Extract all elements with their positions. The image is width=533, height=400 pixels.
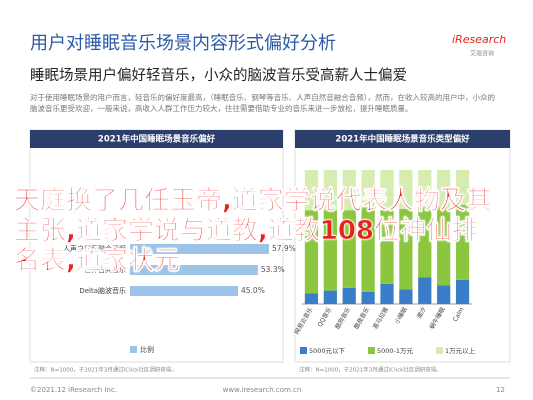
site: www.iresearch.com.cn <box>223 386 302 394</box>
bar-segment <box>304 210 319 294</box>
bar-segment <box>380 210 394 284</box>
bar-segment <box>361 291 375 304</box>
bar <box>130 244 269 254</box>
paragraph: 对于使用睡眠场景的用户而言，轻音乐的偏好度最高，（睡眠音乐、钢琴等音乐、人声自然… <box>30 93 495 113</box>
bar-segment <box>455 170 470 205</box>
bar-segment <box>304 293 319 304</box>
bar-segment <box>323 290 337 304</box>
bar-segment <box>342 170 356 211</box>
bar-segment <box>437 207 451 286</box>
bar-segment <box>304 170 319 211</box>
bar-segment <box>455 279 470 304</box>
bar-segment <box>418 207 432 278</box>
bar-segment <box>437 285 451 304</box>
bar-segment <box>399 208 413 290</box>
category-label: 人声自然音融合音频 <box>63 244 126 253</box>
bar-segment <box>380 283 394 304</box>
copyright: ©2021.12 iResearch Inc. <box>30 386 117 394</box>
bar-segment <box>323 170 337 211</box>
bar-segment <box>399 289 413 304</box>
bar-segment <box>323 210 337 291</box>
bar <box>130 265 258 275</box>
title: 用户对睡眠音乐场景内容形式偏好分析 <box>30 33 336 54</box>
legend-label: 1万元以上 <box>445 346 476 355</box>
subtitle: 睡眠场景用户偏好轻音乐，小众的脑波音乐受高薪人士偏爱 <box>30 67 407 84</box>
overlay-title: 天庭换了几任玉帝,道家学说代表人物及其主张,道家学说与道教,道教108位神仙排名… <box>14 186 492 277</box>
chart-title: 2021年中国睡眠场景音乐类型偏好 <box>335 134 470 145</box>
legend-label: 5000元以下 <box>309 347 346 355</box>
bar-segment <box>418 277 432 304</box>
legend-swatch <box>300 347 307 354</box>
category-label: 世界古典音乐 <box>84 265 126 274</box>
logo: iResearch <box>452 33 506 46</box>
legend-label: 比例 <box>140 345 154 354</box>
value-label: 57.9% <box>272 244 296 253</box>
bar-segment <box>342 210 356 288</box>
value-label: 53.3% <box>261 265 285 274</box>
bar-segment <box>361 170 375 208</box>
legend-swatch <box>130 346 137 353</box>
logo-sub: 艾瑞咨询 <box>470 50 494 58</box>
chart-title: 2021年中国睡眠场景音乐偏好 <box>98 134 216 145</box>
chart-header <box>295 130 510 148</box>
legend-swatch <box>368 347 375 354</box>
note: 注释：N=1000，于2021年3月通过iClick社区调研获得。 <box>299 366 442 374</box>
bar <box>130 286 238 296</box>
bar-segment <box>455 204 470 280</box>
bar-segment <box>342 287 356 304</box>
legend-swatch <box>436 347 443 354</box>
legend-label: 5000-1万元 <box>377 347 414 355</box>
bar-segment <box>399 170 413 209</box>
bar-segment <box>418 170 432 208</box>
note: 注释：N=1000，于2021年3月通过iClick社区调研获得。 <box>34 366 177 374</box>
page-number: 12 <box>496 386 505 394</box>
bar-segment <box>361 207 375 292</box>
bar-segment <box>437 170 451 208</box>
value-label: 45.0% <box>241 286 265 295</box>
bar-segment <box>380 170 394 211</box>
category-label: Delta脑波音乐 <box>79 286 126 295</box>
chart-header <box>30 130 283 148</box>
